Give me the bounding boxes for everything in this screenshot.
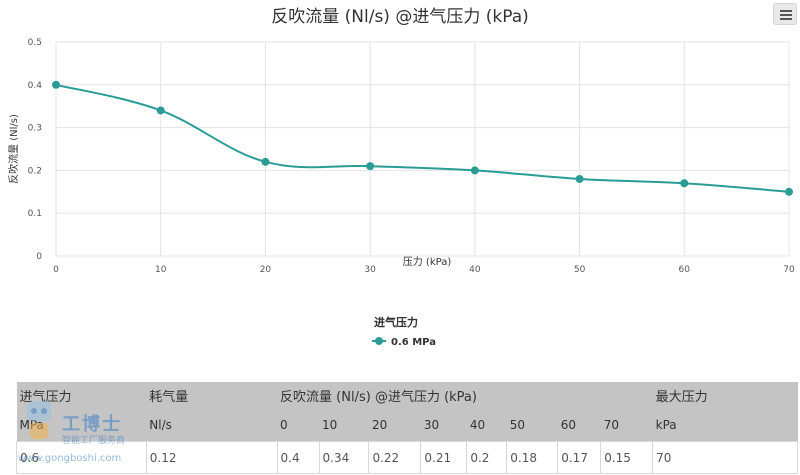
cell-flow: 0.34: [318, 441, 370, 474]
y-axis-ticks: 0 0.1 0.2 0.3 0.4 0.5: [28, 38, 43, 262]
legend-series-label: 0.6 MPa: [391, 337, 436, 348]
data-point: [680, 179, 689, 188]
table-row: 0.6 0.12 0.4 0.34 0.22 0.21 0.2 0.18 0.1…: [16, 441, 798, 474]
line-chart: 0 0.1 0.2 0.3 0.4 0.5 0 10 20 30 40 50 60 70 压力 (kPa…: [7, 38, 795, 348]
cell-max: 70: [652, 441, 798, 474]
header-max-pressure: 最大压力: [652, 382, 798, 408]
x-tick-label: 0: [53, 265, 59, 275]
legend-point-marker: [375, 337, 383, 345]
cell-consumption: 0.12: [145, 441, 278, 474]
cell-flow: 0.18: [506, 441, 559, 474]
data-point: [52, 80, 60, 89]
pressure-col: 40: [466, 408, 507, 442]
x-tick-label: 70: [783, 265, 795, 275]
robot-logo-icon: [27, 401, 51, 439]
y-tick-label: 0: [36, 252, 42, 262]
x-tick-label: 60: [679, 265, 691, 275]
legend-title: 进气压力: [374, 315, 418, 329]
watermark-brand: 工博士: [62, 414, 122, 435]
x-axis-ticks: 0 10 20 30 40 50 60 70: [53, 265, 795, 275]
pressure-col: 30: [420, 408, 467, 442]
grid: [55, 41, 790, 257]
unit-max: kPa: [652, 408, 798, 442]
x-tick-label: 10: [155, 265, 167, 275]
x-tick-label: 40: [469, 265, 481, 275]
series-layer: [52, 80, 793, 196]
data-point: [366, 162, 375, 171]
pressure-col: 0: [277, 408, 319, 442]
watermark-subtitle: 智能工厂服务商: [62, 436, 126, 446]
y-tick-label: 0.3: [28, 124, 42, 134]
x-tick-label: 20: [260, 265, 272, 275]
chart-title: 反吹流量 (Nl/s) @进气压力 (kPa): [271, 7, 529, 27]
pressure-col: 70: [600, 408, 653, 442]
data-point: [575, 174, 584, 183]
cell-flow: 0.4: [276, 441, 320, 474]
pressure-col: 60: [557, 408, 601, 442]
cell-flow: 0.22: [368, 441, 422, 474]
table-unit-row: MPa Nl/s 0 10 20 30 40 50 60 70 kPa: [16, 408, 798, 442]
cell-flow: 0.15: [600, 441, 654, 474]
watermark-url: www.gongboshi.com: [18, 453, 122, 464]
pressure-col: 50: [506, 408, 558, 442]
pressure-col: 10: [319, 408, 369, 442]
y-tick-label: 0.4: [28, 81, 43, 91]
hamburger-menu-icon[interactable]: [773, 3, 797, 25]
spec-table: 进气压力 耗气量 反吹流量 (Nl/s) @进气压力 (kPa) 最大压力 MP…: [16, 382, 798, 475]
series-line: [55, 83, 790, 193]
y-axis-label: 反吹流量 (Nl/s): [7, 114, 20, 184]
table-header-row: 进气压力 耗气量 反吹流量 (Nl/s) @进气压力 (kPa) 最大压力: [16, 382, 798, 408]
cell-flow: 0.21: [420, 441, 468, 474]
data-point: [785, 187, 793, 196]
watermark: 工博士 智能工厂服务商 www.gongboshi.com: [16, 385, 166, 465]
pressure-col: 20: [368, 408, 421, 442]
x-axis-label: 压力 (kPa): [403, 255, 452, 268]
data-point: [156, 106, 165, 115]
cell-inlet: 0.6: [16, 441, 147, 474]
x-tick-label: 30: [364, 265, 376, 275]
cell-flow: 0.2: [466, 441, 508, 474]
unit-consumption: Nl/s: [146, 408, 278, 442]
header-purge-flow: 反吹流量 (Nl/s) @进气压力 (kPa): [277, 382, 653, 408]
data-point: [470, 166, 479, 175]
y-tick-label: 0.5: [28, 38, 42, 48]
header-air-consumption: 耗气量: [146, 382, 278, 408]
y-tick-label: 0.2: [28, 166, 42, 176]
cell-flow: 0.17: [557, 441, 602, 474]
legend-item[interactable]: 0.6 MPa: [372, 337, 436, 348]
data-point: [261, 157, 270, 166]
y-tick-label: 0.1: [28, 209, 42, 219]
x-tick-label: 50: [574, 265, 586, 275]
